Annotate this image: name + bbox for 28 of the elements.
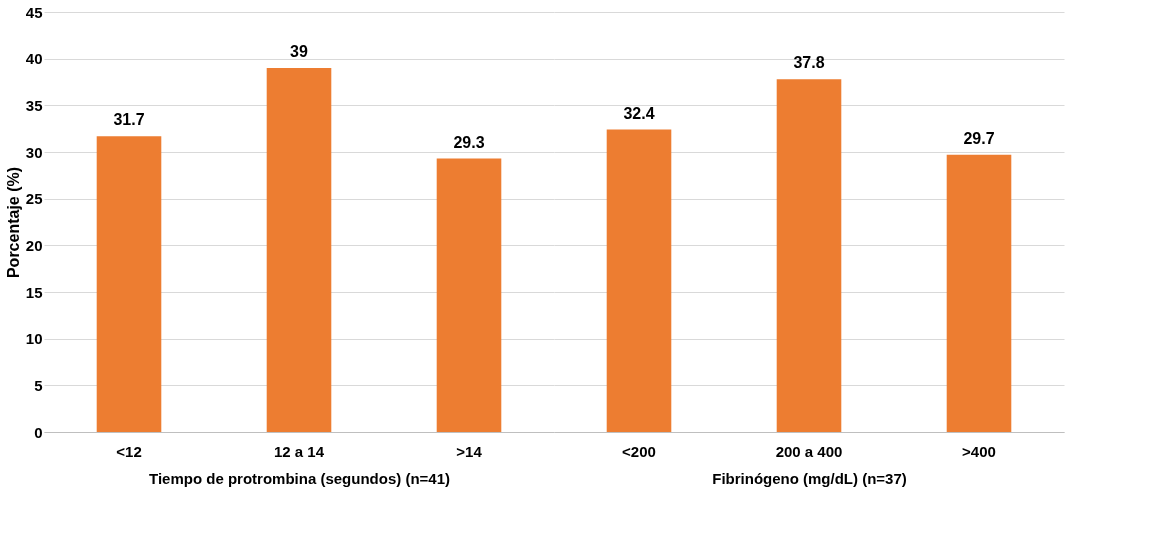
x-tick-label: <200 — [622, 442, 656, 460]
bar — [436, 158, 502, 432]
data-label: 29.3 — [453, 133, 485, 151]
y-tick-label: 20 — [25, 236, 43, 254]
y-tick-label: 45 — [25, 3, 43, 21]
y-tick-label: 30 — [25, 143, 43, 161]
y-tick-label: 5 — [34, 376, 43, 394]
y-tick-label: 35 — [25, 96, 43, 114]
x-tick-label: 200 a 400 — [775, 442, 843, 460]
x-axis-title: Tiempo de protrombina (segundos) (n=41) — [149, 469, 450, 487]
x-axis-title: Fibrinógeno (mg/dL) (n=37) — [712, 469, 907, 487]
y-tick-label: 40 — [25, 50, 43, 68]
data-label: 39 — [290, 43, 308, 60]
data-label: 31.7 — [113, 111, 145, 129]
data-label: 32.4 — [623, 104, 655, 122]
x-tick-label: >14 — [456, 442, 483, 460]
y-tick-label: 15 — [25, 283, 43, 301]
x-tick-label: 12 a 14 — [273, 442, 325, 460]
y-tick-label: 10 — [25, 330, 43, 348]
y-tick-label: 25 — [25, 190, 43, 208]
x-tick-label: >400 — [962, 442, 996, 460]
data-label: 37.8 — [793, 54, 825, 72]
x-tick-label: <12 — [116, 442, 142, 460]
y-axis-title: Porcentaje (%) — [4, 166, 22, 279]
y-tick-label: 0 — [34, 423, 43, 441]
data-label: 29.7 — [963, 129, 995, 147]
bar — [96, 136, 162, 432]
bar — [266, 68, 332, 432]
